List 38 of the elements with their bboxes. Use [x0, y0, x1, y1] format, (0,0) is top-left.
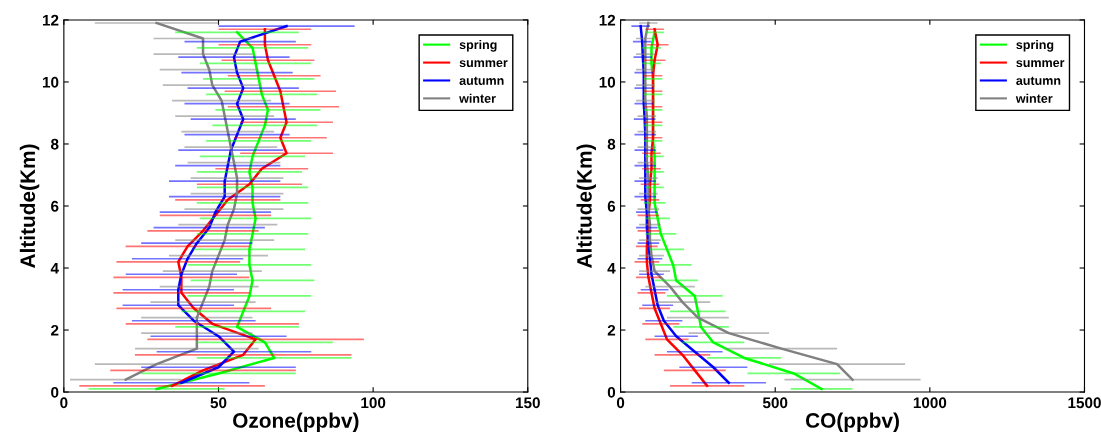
y-tick-label: 10 [42, 76, 59, 88]
y-tick-label: 6 [607, 200, 616, 212]
x-axis-title: Ozone(ppbv) [233, 412, 359, 432]
y-tick-label: 2 [607, 324, 616, 336]
x-tick-label: 150 [516, 397, 540, 409]
y-tick-label: 4 [607, 263, 616, 274]
legend-label: summer [459, 60, 508, 68]
x-tick-label: 500 [762, 397, 788, 409]
x-tick-label: 0 [616, 397, 625, 409]
legend-label: spring [459, 39, 497, 52]
x-tick-label: 50 [210, 397, 227, 409]
legend-label: winter [459, 93, 496, 103]
y-tick-label: 8 [607, 138, 616, 150]
y-tick-label: 0 [607, 386, 616, 398]
line-series [644, 21, 854, 381]
line-series [124, 21, 239, 381]
legend-label: spring [1016, 39, 1054, 52]
x-tick-label: 1000 [913, 397, 947, 409]
x-tick-label: 1500 [1068, 397, 1101, 409]
y-tick-label: 6 [51, 200, 59, 212]
legend-label: winter [1015, 93, 1053, 103]
legend-label: autumn [459, 76, 504, 85]
line-series [155, 31, 276, 391]
x-tick-label: 0 [60, 397, 68, 409]
y-axis-title: Altitude(Km) [576, 144, 596, 268]
y-tick-label: 10 [599, 76, 616, 88]
y-tick-label: 8 [50, 138, 59, 150]
x-tick-label: 100 [361, 397, 386, 409]
y-tick-label: 4 [50, 263, 59, 274]
y-tick-label: 0 [51, 386, 59, 398]
line-series [639, 24, 731, 384]
y-tick-label: 12 [42, 14, 59, 26]
legend-label: autumn [1016, 76, 1061, 85]
y-tick-label: 12 [599, 14, 616, 26]
legend-label: summer [1016, 60, 1065, 68]
x-axis-title: CO(ppbv) [805, 412, 899, 432]
y-tick-label: 2 [51, 324, 59, 336]
y-axis-title: Altitude(Km) [19, 144, 40, 268]
